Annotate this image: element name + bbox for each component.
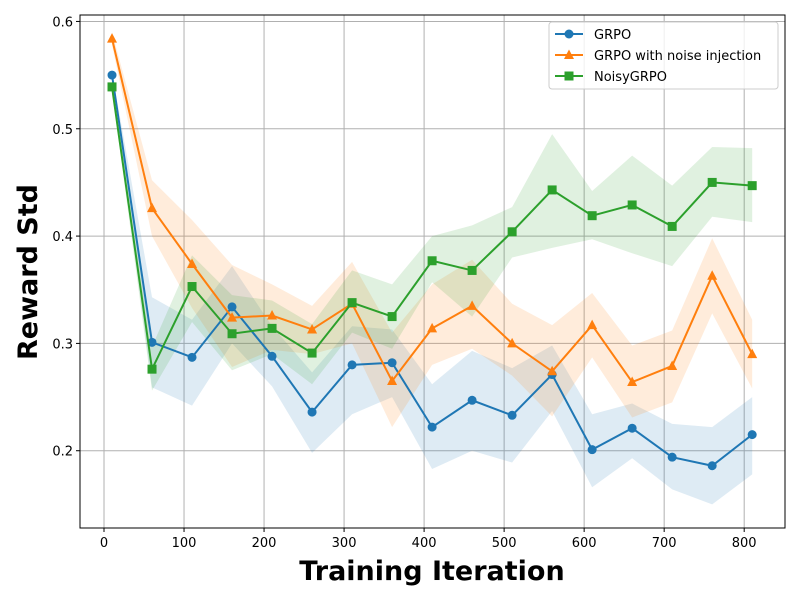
- x-tick-label: 300: [332, 536, 357, 551]
- data-point: [507, 337, 518, 348]
- data-point: [547, 365, 558, 376]
- x-tick-label: 600: [572, 536, 597, 551]
- y-tick-label: 0.4: [52, 230, 73, 245]
- data-point: [147, 337, 157, 347]
- x-axis-label: Training Iteration: [299, 556, 564, 587]
- axis-ticks: 0 100 200 300 400 500 600 700 800 0.2 0.3 0.4 0.5 0.6: [52, 15, 756, 551]
- data-point: [467, 265, 477, 275]
- legend-item: NoisyGRPO: [555, 70, 667, 85]
- data-point: [107, 82, 117, 92]
- data-point: [107, 33, 118, 43]
- data-point: [427, 422, 437, 432]
- data-point: [707, 177, 717, 187]
- legend-item: GRPO with noise injection: [555, 49, 761, 64]
- data-point: [747, 348, 758, 359]
- data-point: [667, 452, 677, 462]
- plot-frame: [79, 14, 786, 529]
- data-point: [667, 360, 678, 370]
- data-point: [747, 430, 757, 440]
- data-point: [507, 227, 517, 237]
- x-tick-label: 500: [492, 536, 517, 551]
- data-point: [627, 200, 637, 210]
- data-point: [587, 211, 597, 221]
- data-point: [147, 202, 158, 213]
- data-point: [227, 302, 237, 312]
- y-axis-label: Reward Std: [13, 184, 44, 360]
- x-tick-label: 800: [732, 536, 757, 551]
- x-tick-label: 700: [652, 536, 677, 551]
- data-point: [507, 410, 517, 420]
- y-tick-label: 0.2: [52, 445, 73, 460]
- legend-label: GRPO: [594, 28, 631, 43]
- series-grpo-with-noise-injection: [107, 33, 758, 387]
- data-point: [147, 364, 157, 374]
- data-point: [107, 70, 117, 80]
- data-point: [187, 282, 197, 292]
- data-point: [587, 445, 597, 455]
- data-point: [187, 258, 198, 268]
- data-point: [627, 423, 637, 433]
- data-point: [307, 407, 317, 417]
- legend-label: NoisyGRPO: [594, 70, 667, 85]
- data-point: [267, 323, 277, 333]
- data-point: [467, 300, 478, 310]
- x-tick-label: 0: [100, 536, 108, 551]
- data-point: [627, 376, 638, 387]
- legend: GRPO GRPO with noise injection NoisyGRPO: [548, 21, 779, 90]
- series-lines: [107, 33, 758, 471]
- x-tick-label: 100: [172, 536, 197, 551]
- data-point: [427, 256, 437, 266]
- data-point: [267, 351, 277, 361]
- data-point: [187, 352, 197, 362]
- legend-label: GRPO with noise injection: [594, 49, 761, 64]
- data-point: [267, 310, 278, 320]
- series-noisygrpo: [107, 82, 757, 374]
- x-tick-label: 400: [412, 536, 437, 551]
- data-point: [347, 298, 357, 308]
- series-grpo: [107, 70, 757, 471]
- data-point: [347, 360, 357, 370]
- data-point: [667, 221, 677, 231]
- legend-item: GRPO: [555, 28, 631, 43]
- data-point: [227, 312, 238, 322]
- y-tick-label: 0.3: [52, 337, 73, 352]
- data-point: [547, 185, 557, 195]
- data-point: [564, 71, 574, 81]
- data-point: [707, 461, 717, 471]
- data-point: [307, 348, 317, 358]
- x-tick-label: 200: [252, 536, 277, 551]
- y-tick-label: 0.6: [52, 15, 73, 30]
- data-point: [707, 270, 718, 280]
- y-tick-label: 0.5: [52, 123, 73, 138]
- legend-box: [548, 21, 779, 90]
- data-point: [387, 312, 397, 322]
- data-point: [387, 375, 398, 385]
- data-point: [747, 181, 757, 191]
- data-point: [587, 319, 598, 330]
- data-point: [227, 329, 237, 339]
- data-point: [387, 358, 397, 368]
- data-point: [564, 49, 574, 59]
- data-point: [467, 395, 477, 405]
- data-point: [427, 322, 438, 333]
- confidence-bands: [112, 32, 753, 505]
- data-point: [307, 323, 318, 334]
- data-point: [564, 29, 574, 39]
